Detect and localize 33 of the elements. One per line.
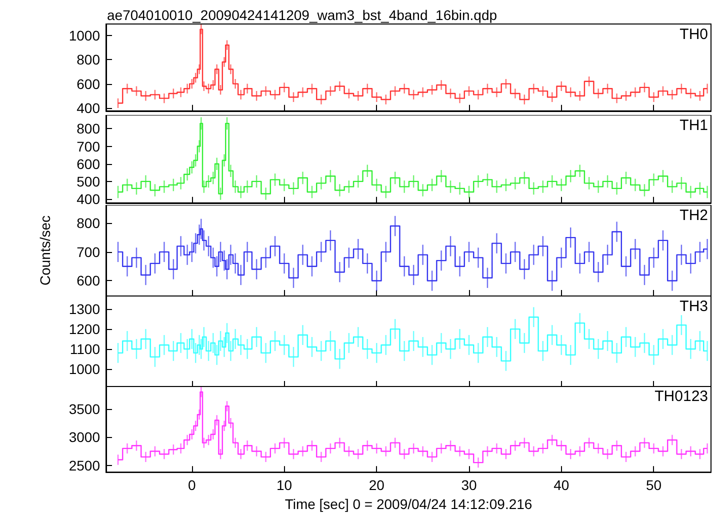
y-tick-label: 3000 [68, 430, 100, 446]
y-tick-label: 1300 [68, 300, 100, 317]
annotation: TH1 [680, 116, 708, 134]
y-tick-label: 800 [76, 215, 100, 232]
x-tick-label: 50 [646, 477, 662, 494]
x-tick-label: 0 [188, 477, 196, 494]
y-tick-label: 400 [76, 190, 100, 207]
x-tick-label: 30 [461, 477, 477, 494]
y-tick-label: 400 [76, 100, 100, 116]
y-tick-label: 2500 [68, 458, 100, 474]
y-tick-label: 700 [76, 244, 100, 260]
y-tick-label: 500 [76, 173, 100, 190]
y-tick-label: 600 [76, 155, 100, 172]
y-tick-label: 700 [76, 138, 100, 154]
annotation: TH0123 [654, 388, 708, 406]
y-tick-label: 3500 [68, 401, 100, 418]
x-tick-label: 10 [276, 477, 292, 494]
annotation: TH2 [680, 207, 708, 224]
annotation: TH0 [680, 26, 708, 43]
y-tick-label: 600 [76, 272, 100, 289]
chart-title: ae704010010_20090424141209_wam3_bst_4band_16bin.qdp [107, 7, 498, 23]
y-tick-label: 1200 [68, 320, 100, 337]
x-tick-label: 40 [554, 477, 570, 494]
y-tick-label: 1100 [70, 340, 100, 357]
y-tick-label: 600 [76, 76, 100, 92]
x-tick-label: 20 [368, 477, 385, 494]
y-tick-label: 800 [76, 120, 100, 136]
y-tick-label: 800 [76, 52, 100, 68]
y-tick-label: 1000 [68, 27, 100, 44]
y-tick-label: 1000 [68, 360, 100, 377]
y-axis-title: Counts/sec [37, 216, 53, 286]
x-axis-title: Time [sec] 0 = 2009/04/24 14:12:09.216 [284, 496, 532, 512]
annotation: TH3 [680, 298, 708, 315]
